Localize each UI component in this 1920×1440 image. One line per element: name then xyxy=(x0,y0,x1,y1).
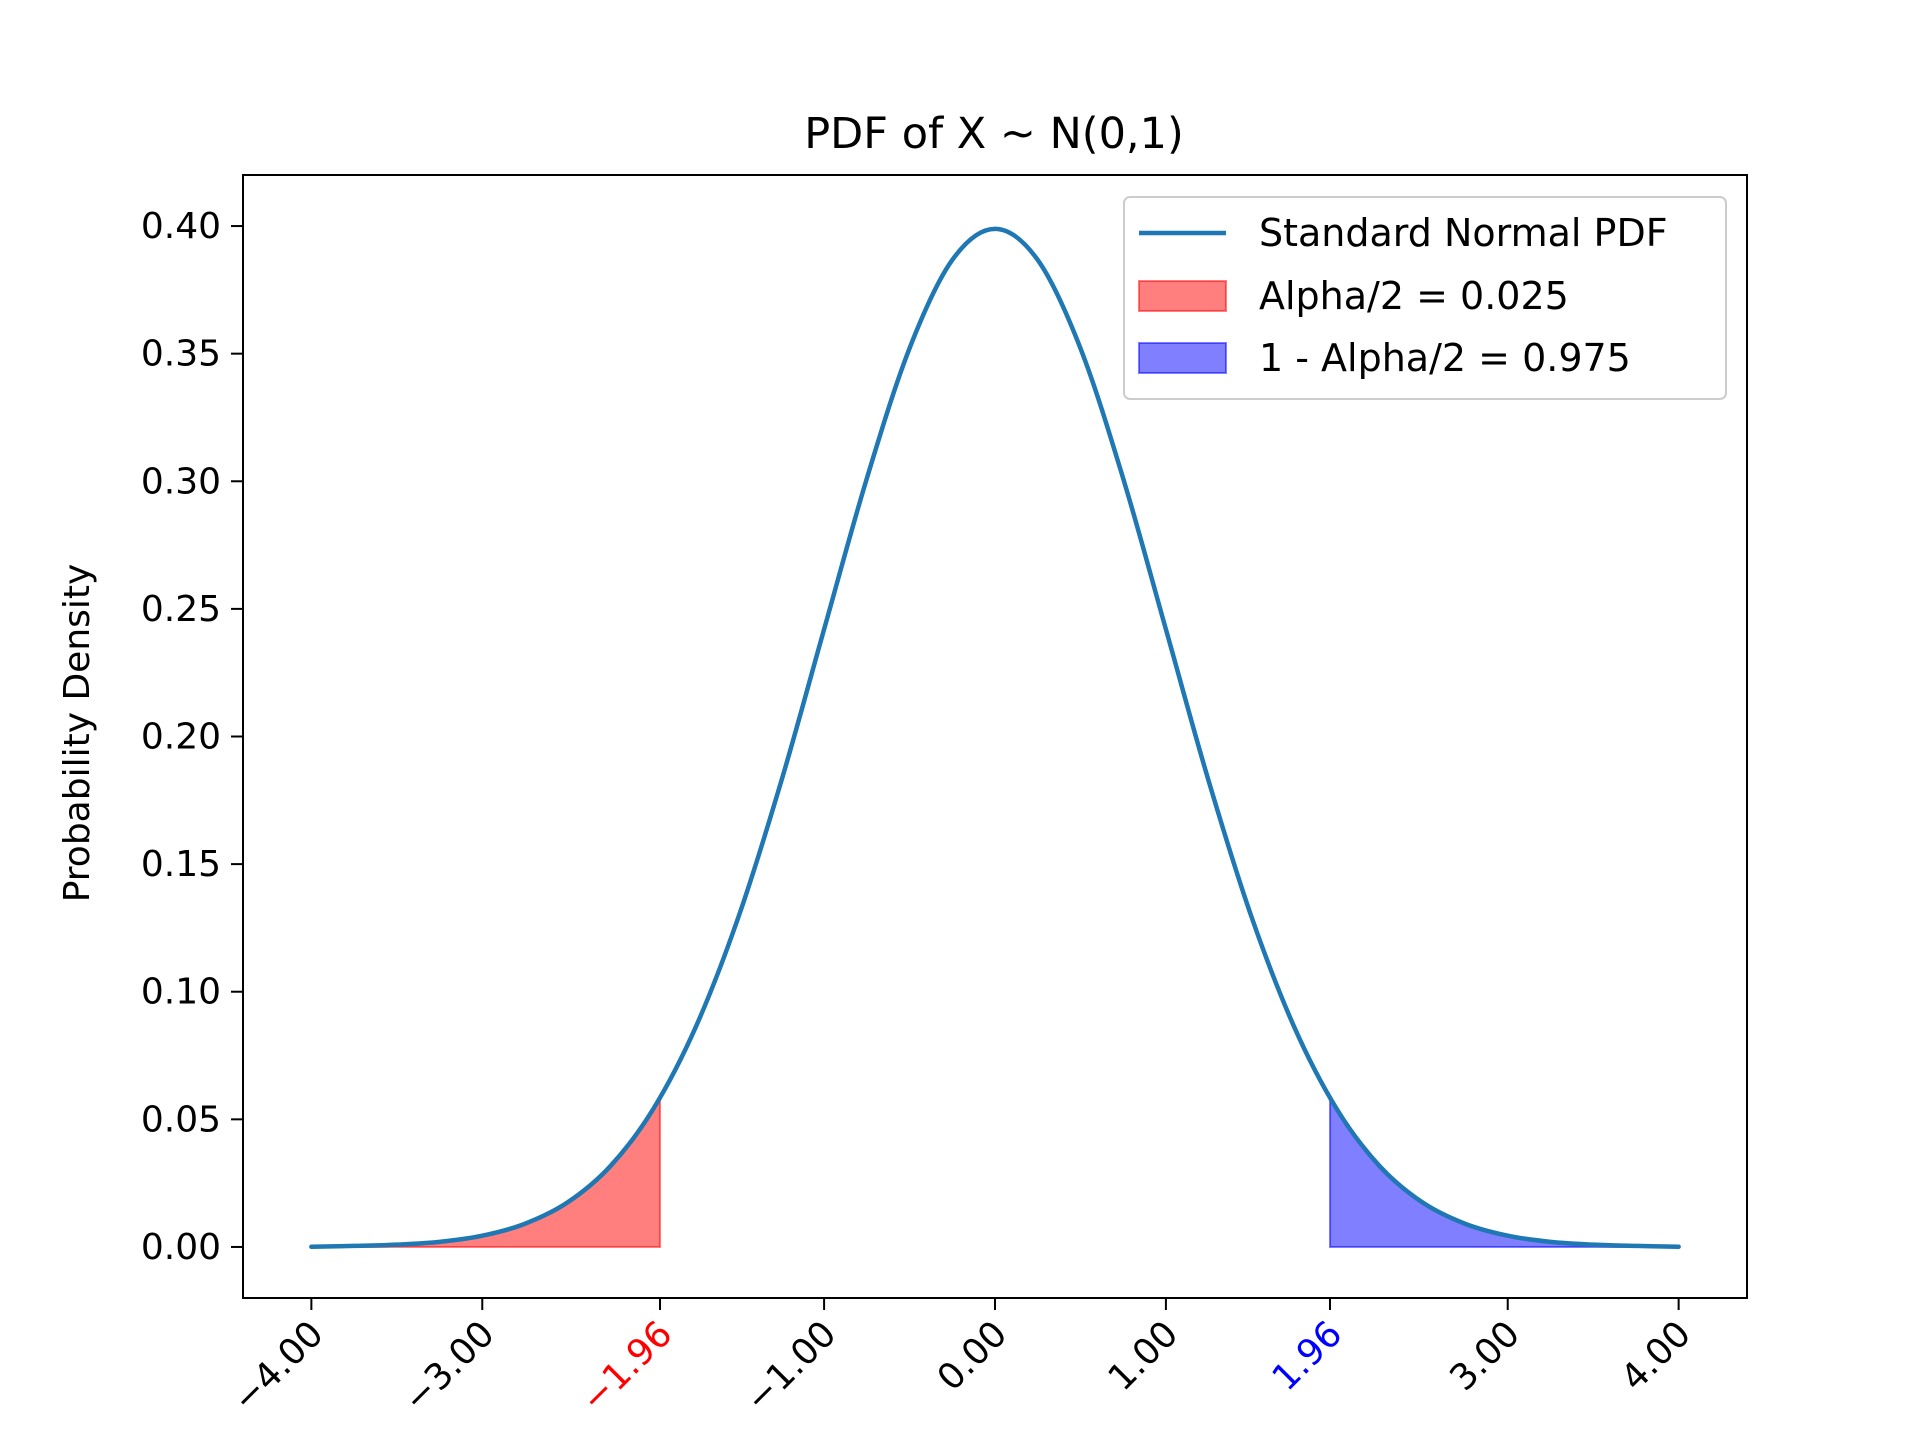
legend-patch-swatch xyxy=(1138,280,1227,312)
chart-title: PDF of X ~ N(0,1) xyxy=(804,109,1183,159)
y-axis: 0.00 0.05 0.10 0.15 0.20 0.25 0.30 0.35 0.40 xyxy=(141,206,243,1268)
y-tick-label: 0.15 xyxy=(141,844,221,885)
legend-patch-swatch xyxy=(1138,342,1227,374)
y-tick-label: 0.35 xyxy=(141,334,221,375)
legend-entries: Standard Normal PDF Alpha/2 = 0.025 1 - Al… xyxy=(1138,211,1668,380)
y-tick-label: 0.25 xyxy=(141,589,221,630)
legend-label: 1 - Alpha/2 = 0.975 xyxy=(1259,336,1631,380)
y-tick-label: 0.00 xyxy=(141,1227,221,1268)
y-tick-label: 0.40 xyxy=(141,206,221,247)
series-lines xyxy=(309,226,1681,1249)
y-tick-label: 0.20 xyxy=(141,717,221,758)
legend-frame xyxy=(1123,196,1727,400)
y-axis-label: Probability Density xyxy=(57,564,98,903)
pdf-curve-line xyxy=(309,226,1681,1249)
y-tick-label: 0.10 xyxy=(141,972,221,1013)
legend-label: Standard Normal PDF xyxy=(1259,211,1668,255)
y-tick-label: 0.05 xyxy=(141,1099,221,1140)
y-tick-label: 0.30 xyxy=(141,461,221,502)
legend: Standard Normal PDF Alpha/2 = 0.025 1 - Al… xyxy=(1123,196,1727,400)
legend-label: Alpha/2 = 0.025 xyxy=(1259,274,1569,318)
